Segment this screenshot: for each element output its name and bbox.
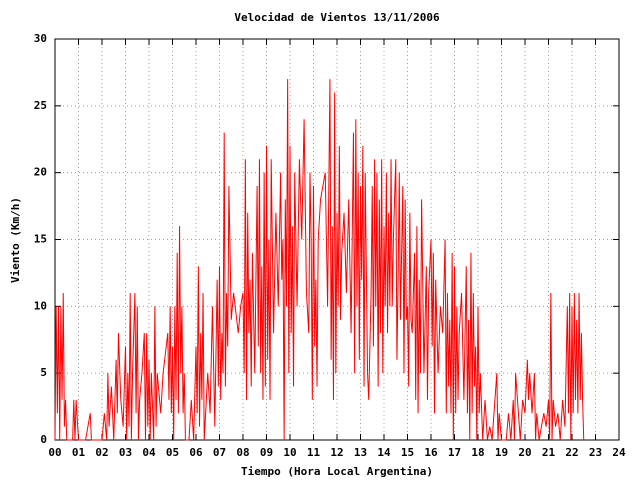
y-tick-label: 5: [40, 366, 47, 379]
x-tick-label: 16: [424, 446, 438, 459]
x-tick-label: 12: [330, 446, 343, 459]
x-tick-label: 18: [471, 446, 484, 459]
x-tick-label: 07: [213, 446, 226, 459]
x-tick-label: 21: [542, 446, 556, 459]
data-line: [54, 79, 585, 441]
y-tick-label: 10: [34, 299, 47, 312]
x-tick-label: 05: [166, 446, 179, 459]
y-tick-label: 30: [34, 32, 47, 45]
x-tick-label: 23: [589, 446, 602, 459]
x-tick-label: 02: [95, 446, 108, 459]
x-tick-label: 01: [72, 446, 86, 459]
x-tick-label: 06: [189, 446, 203, 459]
x-tick-label: 13: [354, 446, 367, 459]
y-tick-label: 20: [34, 166, 47, 179]
x-tick-label: 03: [119, 446, 132, 459]
x-tick-label: 14: [377, 446, 391, 459]
x-tick-label: 17: [448, 446, 461, 459]
x-tick-label: 20: [518, 446, 531, 459]
x-axis-label: Tiempo (Hora Local Argentina): [241, 465, 433, 478]
x-tick-label: 19: [495, 446, 508, 459]
x-tick-label: 24: [612, 446, 626, 459]
x-tick-label: 10: [283, 446, 296, 459]
x-tick-label: 04: [142, 446, 156, 459]
chart-title: Velocidad de Vientos 13/11/2006: [234, 11, 440, 24]
x-tick-label: 22: [565, 446, 578, 459]
x-tick-label: 15: [401, 446, 414, 459]
y-tick-label: 25: [34, 99, 47, 112]
x-tick-label: 09: [260, 446, 273, 459]
y-tick-label: 0: [40, 433, 47, 446]
y-tick-label: 15: [34, 233, 47, 246]
plot-frame: [54, 38, 620, 441]
y-axis-label: Viento (Km/h): [9, 197, 22, 283]
x-tick-label: 08: [236, 446, 249, 459]
x-tick-label: 11: [307, 446, 321, 459]
x-tick-label: 00: [48, 446, 61, 459]
